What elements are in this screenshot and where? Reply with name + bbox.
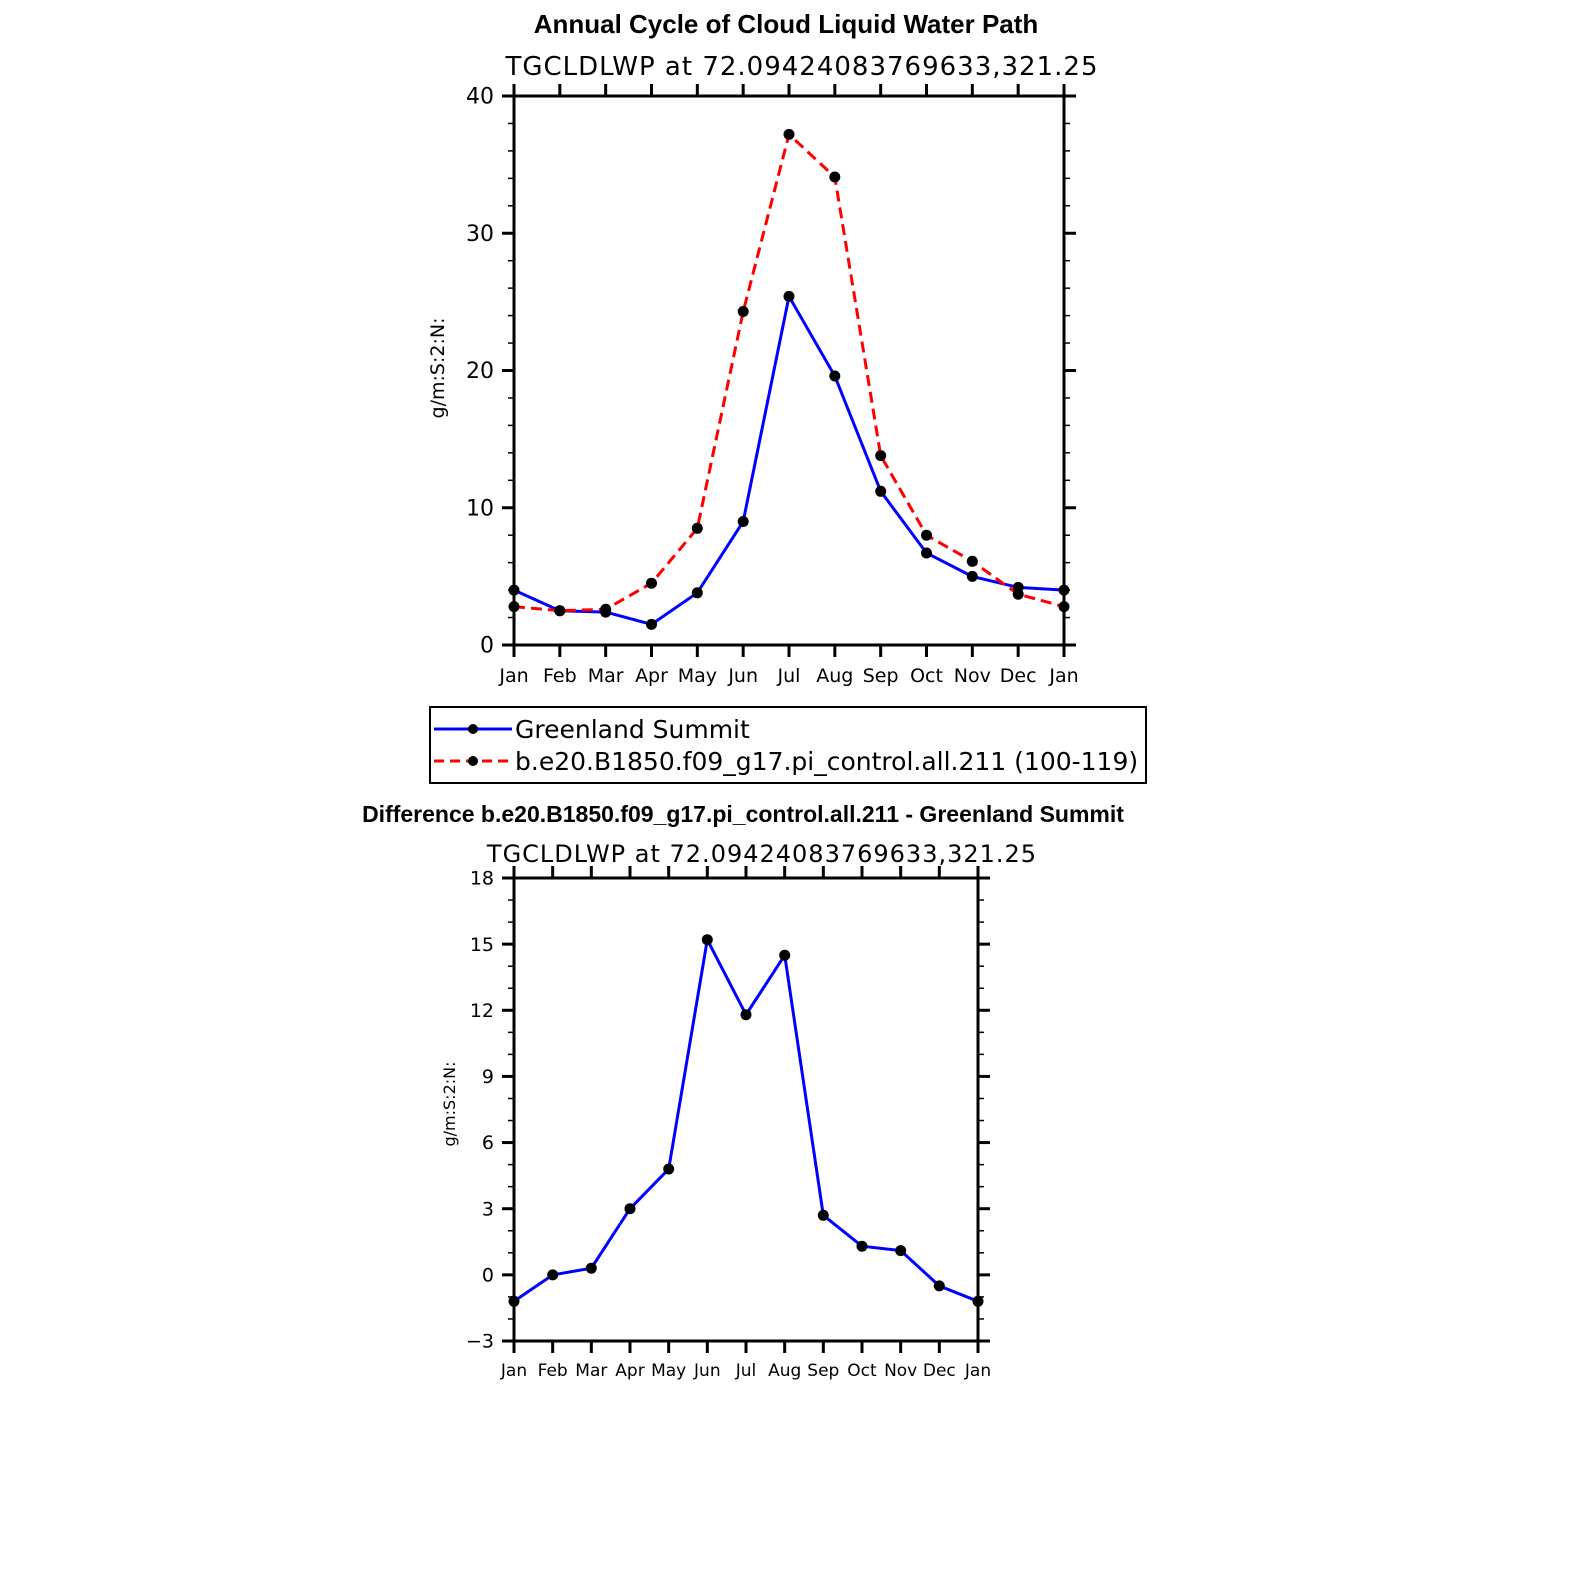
x-tick-label: Jul xyxy=(777,665,801,687)
plot-frame xyxy=(512,94,1066,647)
data-point xyxy=(1012,588,1024,600)
series-line-0 xyxy=(513,935,979,1303)
data-point xyxy=(740,1009,752,1021)
x-tick-label: Aug xyxy=(816,665,853,687)
x-tick-label: May xyxy=(651,1361,686,1381)
y-tick-label: 10 xyxy=(466,496,494,521)
data-point xyxy=(585,1262,597,1274)
data-point xyxy=(895,1245,907,1257)
x-tick-label: Dec xyxy=(1000,665,1037,687)
legend-observation-label: Greenland Summit xyxy=(515,715,750,744)
chart1-plot: 0 10 20 30 40 Jan Feb Mar Apr May Jun Jul Aug Sep Oct N… xyxy=(466,84,1079,687)
data-point xyxy=(646,618,657,630)
y-tick-label: 6 xyxy=(482,1132,494,1154)
data-point xyxy=(875,450,887,462)
x-tick-label: Mar xyxy=(588,665,624,687)
data-point xyxy=(921,529,932,541)
data-point xyxy=(1058,584,1070,596)
data-point xyxy=(875,485,887,497)
data-point xyxy=(737,516,749,527)
data-point xyxy=(966,570,978,582)
x-tick-label: Feb xyxy=(543,665,577,687)
chart2-plot: −3 0 3 6 9 12 15 18 Jan Feb Mar Apr May Jun Jul Aug Sep O… xyxy=(466,866,991,1381)
y-tick-label: 0 xyxy=(482,1265,494,1287)
x-tick-label: Jan xyxy=(500,1361,527,1381)
chart1-title: Annual Cycle of Cloud Liquid Water Path xyxy=(534,9,1039,39)
series-line-0 xyxy=(513,292,1065,627)
data-point xyxy=(701,934,713,946)
data-point xyxy=(966,555,978,567)
y-tick-label: 18 xyxy=(470,868,494,890)
chart1-ylabel: g/m:S:2:N: xyxy=(427,318,449,419)
chart2-title: Difference b.e20.B1850.f09_g17.pi_contro… xyxy=(362,801,1124,827)
x-tick-label: Jun xyxy=(693,1361,721,1381)
x-tick-label: Jun xyxy=(727,665,758,687)
data-point xyxy=(691,587,703,599)
chart2-subtitle: TGCLDLWP at 72.09424083769633,321.25 xyxy=(486,840,1037,868)
legend-box xyxy=(429,706,1147,784)
legend-model-marker xyxy=(468,756,478,766)
x-tick-label: Jan xyxy=(1048,665,1078,687)
x-tick-label: Apr xyxy=(635,665,668,687)
y-tick-label: 3 xyxy=(482,1198,494,1220)
x-tick-label: Jan xyxy=(964,1361,991,1381)
data-point xyxy=(624,1203,636,1215)
y-tick-label: 30 xyxy=(466,222,494,247)
data-point xyxy=(783,290,795,302)
chart2-ylabel: g/m:S:2:N: xyxy=(440,1062,459,1147)
data-point xyxy=(972,1295,984,1307)
data-point xyxy=(508,584,520,596)
data-point xyxy=(737,306,749,317)
data-point xyxy=(508,601,520,613)
x-tick-label: Mar xyxy=(575,1361,607,1381)
data-point xyxy=(663,1163,675,1175)
data-point xyxy=(921,547,932,559)
x-tick-label: Nov xyxy=(884,1361,917,1381)
y-tick-label: 0 xyxy=(480,634,494,659)
data-point xyxy=(817,1209,829,1221)
data-point xyxy=(646,577,657,589)
x-tick-label: Dec xyxy=(923,1361,956,1381)
data-point xyxy=(547,1269,559,1281)
x-tick-label: Jan xyxy=(498,665,528,687)
x-tick-label: Oct xyxy=(910,665,943,687)
legend-observation-marker xyxy=(468,724,478,734)
x-tick-label: Sep xyxy=(863,665,899,687)
x-tick-label: Sep xyxy=(807,1361,839,1381)
data-point xyxy=(554,605,566,617)
data-point xyxy=(691,522,703,534)
x-tick-label: May xyxy=(678,665,717,687)
legend-model-label: b.e20.B1850.f09_g17.pi_control.all.211 (… xyxy=(515,747,1138,776)
y-tick-label: 9 xyxy=(482,1066,494,1088)
x-tick-label: Oct xyxy=(847,1361,877,1381)
x-tick-label: Jul xyxy=(735,1361,757,1381)
x-tick-label: Aug xyxy=(768,1361,801,1381)
data-point xyxy=(933,1280,945,1292)
chart1-subtitle: TGCLDLWP at 72.09424083769633,321.25 xyxy=(504,52,1098,82)
series-line-1 xyxy=(513,131,1065,613)
y-tick-label: 20 xyxy=(466,359,494,384)
plot-frame xyxy=(512,876,980,1343)
x-tick-label: Nov xyxy=(954,665,991,687)
data-point xyxy=(600,603,612,615)
y-tick-label: −3 xyxy=(466,1331,494,1353)
data-point xyxy=(856,1240,868,1252)
data-point xyxy=(508,1295,520,1307)
y-tick-label: 12 xyxy=(470,1000,494,1022)
y-tick-label: 40 xyxy=(466,85,494,110)
x-tick-label: Apr xyxy=(615,1361,644,1381)
data-point xyxy=(1058,601,1070,613)
data-point xyxy=(779,949,791,961)
x-tick-label: Feb xyxy=(538,1361,568,1381)
chart1-legend: Greenland Summit b.e20.B1850.f09_g17.pi_… xyxy=(429,706,1147,784)
data-point xyxy=(829,171,841,183)
data-point xyxy=(829,370,841,382)
data-point xyxy=(783,128,795,140)
y-tick-label: 15 xyxy=(470,934,494,956)
